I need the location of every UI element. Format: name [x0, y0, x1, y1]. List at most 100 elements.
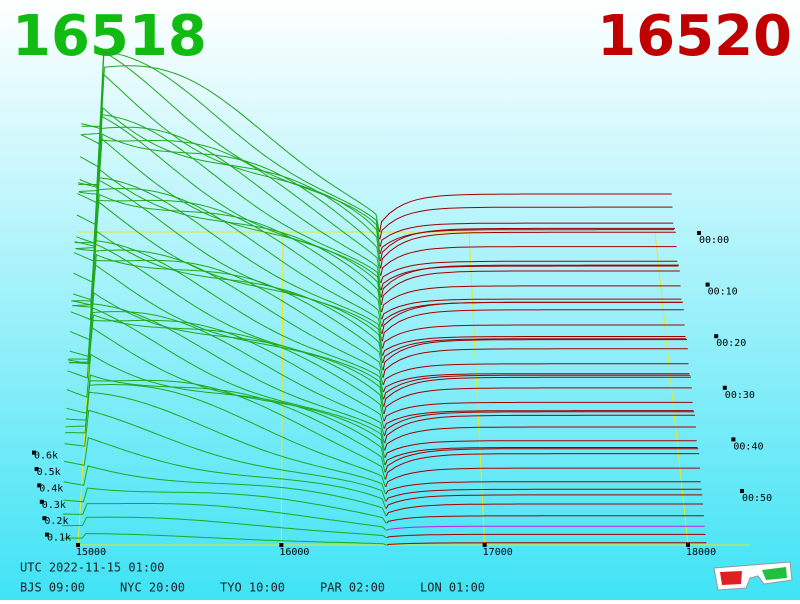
bid-depth-line [64, 437, 387, 509]
ask-depth-line [383, 401, 693, 422]
ask-depth-line [383, 387, 692, 415]
bid-depth-line [75, 199, 383, 327]
time-tick-label: 00:50 [742, 493, 772, 504]
ask-depth-line [381, 301, 683, 335]
ask-depth-line [382, 363, 689, 386]
bid-depth-line [67, 326, 386, 458]
tick-mark [731, 437, 736, 442]
bid-depth-line [65, 384, 386, 487]
bid-depth-line [72, 249, 384, 386]
depth-tick-label: 0.3k [42, 500, 66, 511]
time-tick-label: 00:00 [699, 235, 729, 246]
bid-depth-line [67, 306, 385, 451]
tick-mark [39, 499, 44, 504]
price-tick-label: 18000 [686, 547, 716, 558]
bid-depth-line [68, 303, 385, 444]
ask-depth-line [380, 270, 680, 305]
bid-depth-line [63, 465, 387, 517]
bid-depth-line [69, 319, 385, 429]
tick-mark [722, 385, 727, 390]
bid-depth-line [70, 263, 384, 407]
depth-tick-label: 0.1k [47, 533, 71, 544]
ask-depth-line [384, 440, 697, 458]
bid-depth-line [71, 240, 384, 393]
bid-depth-line [63, 487, 387, 524]
tick-mark [45, 532, 49, 537]
time-tick-label: 00:40 [733, 441, 763, 452]
ask-price: 16520 [597, 4, 792, 69]
ask-depth-line [379, 227, 675, 262]
bid-depth-line [68, 311, 385, 436]
zone-clock: NYC 20:00 [120, 581, 185, 595]
zone-clock: BJS 09:00 [20, 581, 85, 595]
tick-mark [705, 282, 710, 287]
price-tick-label: 15000 [76, 547, 106, 558]
bid-depth-line [78, 126, 381, 284]
bid-depth-line [72, 253, 384, 371]
tick-mark [482, 543, 487, 547]
bid-depth-line [65, 391, 386, 495]
depth-tick-label: 0.6k [34, 451, 58, 462]
price-tick-label: 16000 [279, 547, 309, 558]
ask-depth-line [386, 533, 706, 539]
ask-depth-line [384, 447, 698, 466]
ask-depth-line [379, 222, 674, 247]
bid-depth-line [81, 51, 380, 240]
bid-depth-line [76, 193, 382, 320]
ask-depth-line [382, 338, 687, 364]
grid-line [654, 231, 689, 546]
ask-depth-line [381, 285, 681, 313]
ask-depth-line [385, 503, 704, 517]
bid-depth-line [71, 242, 384, 400]
ask-depth-line [383, 410, 694, 429]
bid-depth-line [76, 168, 382, 313]
depth-curves [61, 51, 707, 546]
ask-depth-line [379, 206, 673, 240]
bid-depth-line [62, 503, 387, 531]
ask-depth-line [385, 481, 701, 495]
price-tick-label: 17000 [483, 547, 513, 558]
bid-depth-line [66, 374, 386, 473]
time-tick-label: 00:20 [716, 338, 746, 349]
tick-mark [740, 489, 744, 493]
zone-clocks: BJS 09:00 NYC 20:00 TYO 10:00 PAR 02:00 LON … [20, 581, 485, 595]
bid-depth-line [61, 532, 387, 546]
depth-tick-label: 0.4k [39, 483, 63, 494]
zone-clock: TYO 10:00 [220, 581, 285, 595]
ask-depth-line [382, 324, 685, 349]
ask-depth-line [381, 298, 682, 320]
ask-depth-line [386, 515, 704, 524]
ask-depth-line [384, 414, 695, 444]
tick-mark [76, 543, 80, 547]
ask-depth-line [384, 426, 696, 451]
ask-depth-line [380, 231, 676, 269]
ask-depth-line [383, 376, 691, 407]
tick-mark [42, 516, 47, 521]
ask-depth-line [384, 411, 695, 436]
bid-depth-line [72, 259, 384, 378]
tick-mark [686, 543, 690, 547]
ask-depth-line [380, 264, 679, 298]
zone-clock: LON 01:00 [420, 581, 485, 595]
bid-depth-line [74, 178, 383, 349]
bid-depth-line [74, 177, 383, 342]
ask-depth-line [381, 309, 684, 342]
time-tick-label: 00:10 [708, 287, 738, 298]
ask-depth-line [385, 453, 700, 480]
ask-depth-line [380, 246, 677, 276]
depth-tick-label: 0.2k [44, 516, 68, 527]
time-tick-label: 00:30 [725, 390, 755, 401]
ask-depth-line [383, 374, 691, 400]
zone-clock: PAR 02:00 [320, 581, 385, 595]
ask-depth-line [385, 467, 700, 487]
utc-clock: UTC 2022-11-15 01:00 [20, 561, 165, 575]
ask-depth-line [382, 336, 686, 356]
tick-mark [697, 231, 701, 235]
ask-depth-line [382, 339, 687, 371]
bid-depth-line [82, 65, 380, 233]
ask-depth-line [382, 348, 688, 378]
tick-mark [714, 334, 719, 339]
tick-mark [37, 483, 42, 488]
bid-depth-line [79, 139, 381, 276]
